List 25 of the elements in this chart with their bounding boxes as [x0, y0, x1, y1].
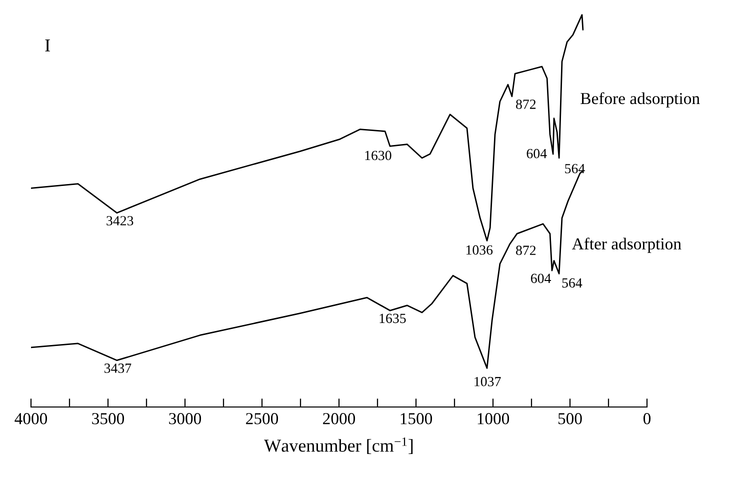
annotation: 872 — [516, 100, 536, 109]
x-tick-label: 1500 — [400, 413, 432, 424]
x-tick-label: 3500 — [92, 413, 124, 424]
annotation: 1635 — [380, 314, 406, 324]
annotation: I — [45, 40, 50, 52]
series-label: Before adsorption — [580, 92, 700, 108]
x-tick-label: 2500 — [246, 413, 278, 424]
annotation: 604 — [530, 274, 551, 284]
annotation: 3437 — [104, 364, 132, 373]
annotation: 564 — [565, 164, 585, 174]
series-label: After adsorption — [572, 238, 682, 253]
annotation: 1630 — [365, 150, 392, 160]
annotation: 1037 — [474, 376, 501, 386]
annotation: 1036 — [466, 245, 493, 255]
x-tick-label: 1000 — [478, 413, 510, 424]
annotation: 872 — [516, 246, 536, 256]
x-tick-label: 500 — [558, 413, 582, 424]
annotation: 604 — [526, 148, 547, 158]
x-axis-title: Wavenumber [cm$^{−1}$] — [264, 437, 413, 454]
annotation: 564 — [562, 278, 582, 288]
x-tick-label: 3000 — [169, 413, 202, 424]
x-tick-label: 2000 — [323, 413, 356, 424]
x-tick-label: 0 — [643, 413, 651, 424]
x-tick-label: 4000 — [14, 413, 48, 424]
annotation: 3423 — [106, 216, 134, 226]
